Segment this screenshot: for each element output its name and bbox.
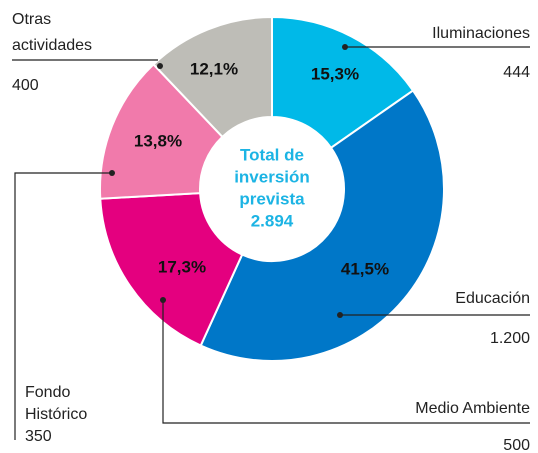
category-label: Educación	[455, 290, 530, 307]
donut-segment	[99, 192, 244, 347]
category-label: Iluminaciones	[432, 25, 530, 42]
leader-line	[14, 172, 112, 440]
donut-segment	[199, 89, 445, 362]
leader-dot	[109, 170, 115, 176]
percentage-label: 41,5%	[341, 259, 389, 278]
leader-line	[162, 300, 530, 424]
percentage-label: 15,3%	[311, 64, 359, 83]
center-text: prevista	[239, 189, 305, 208]
percentage-label: 12,1%	[190, 59, 238, 78]
percentage-label: 13,8%	[134, 131, 182, 150]
donut-segment	[152, 15, 273, 139]
value-label: 1.200	[490, 330, 530, 347]
center-total: 2.894	[251, 211, 294, 230]
value-label: 400	[12, 77, 39, 94]
value-label: 350	[25, 428, 52, 445]
category-label: Medio Ambiente	[415, 400, 530, 417]
category-label: Otras actividades	[12, 11, 92, 54]
leader-dot	[157, 63, 163, 69]
value-label: 500	[503, 437, 530, 453]
leader-dot	[160, 297, 166, 303]
center-text: Total de	[240, 145, 304, 164]
category-label: Fondo Histórico	[25, 384, 87, 423]
value-label: 444	[503, 64, 530, 81]
percentage-label: 17,3%	[158, 257, 206, 276]
donut-segment	[99, 62, 224, 200]
center-text: inversión	[234, 167, 310, 186]
leader-dot	[342, 44, 348, 50]
leader-dot	[337, 312, 343, 318]
